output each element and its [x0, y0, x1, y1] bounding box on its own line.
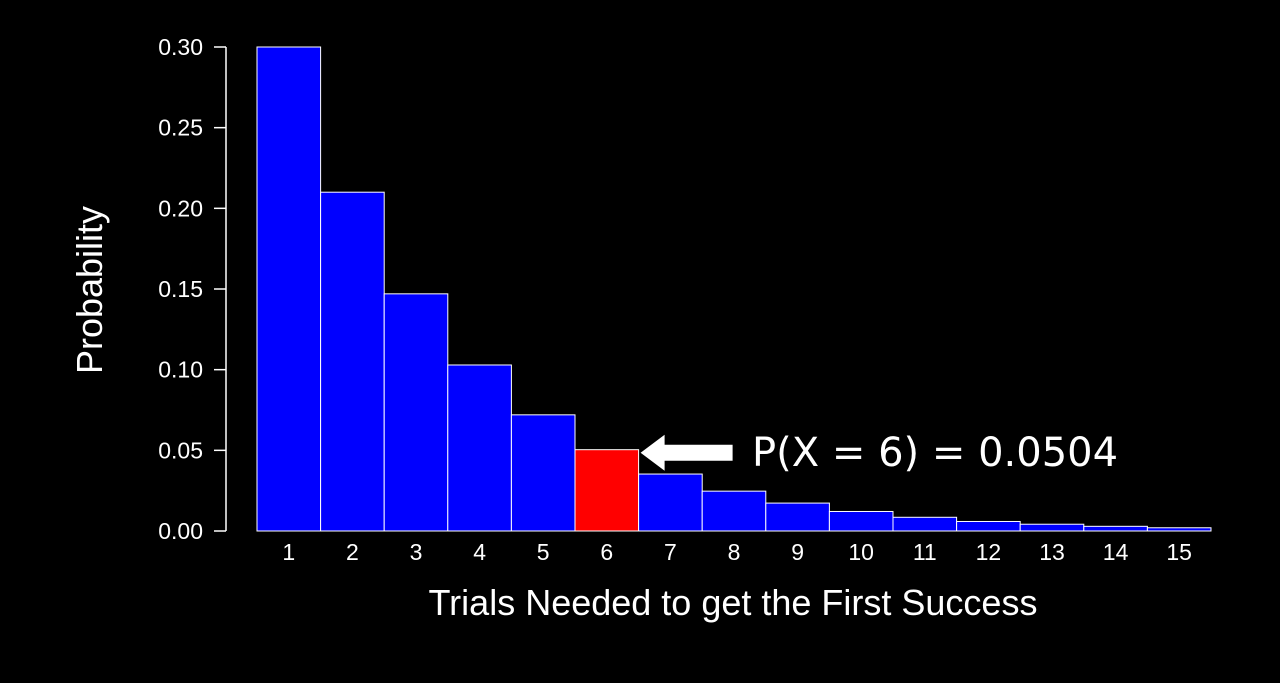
- bar: [320, 191, 385, 532]
- y-tick-label: 0.25: [158, 115, 203, 141]
- x-tick-label: 15: [1166, 539, 1192, 565]
- x-tick-label: 4: [473, 539, 486, 565]
- y-axis-title: Probability: [69, 206, 110, 374]
- bar: [765, 502, 830, 532]
- bar: [701, 490, 767, 532]
- y-axis: 0.00 0.05 0.10 0.15 0.20 0.25 0.30: [158, 34, 227, 544]
- x-tick-label: 12: [976, 539, 1002, 565]
- bar: [383, 293, 449, 532]
- y-tick-label: 0.10: [158, 357, 203, 383]
- x-tick-label: 2: [346, 539, 359, 565]
- x-tick-label: 3: [410, 539, 423, 565]
- y-tick-label: 0.15: [158, 276, 203, 302]
- x-tick-label: 11: [913, 539, 937, 565]
- bar-highlighted: [574, 449, 640, 532]
- bar: [447, 364, 512, 532]
- annotation-label: P(X = 6) = 0.0504: [752, 430, 1118, 476]
- bar: [256, 46, 322, 532]
- x-tick-label: 10: [848, 539, 874, 565]
- y-tick-label: 0.20: [158, 195, 203, 221]
- left-arrow-icon: [640, 434, 733, 471]
- bar: [892, 516, 958, 532]
- x-tick-label: 5: [537, 539, 550, 565]
- y-tick-label: 0.00: [158, 518, 203, 544]
- x-tick-label: 13: [1039, 539, 1065, 565]
- x-tick-label: 7: [664, 539, 677, 565]
- bar: [1146, 527, 1212, 532]
- bars: [256, 46, 1212, 532]
- x-tick-label: 8: [728, 539, 741, 565]
- y-tick-label: 0.30: [158, 34, 203, 60]
- x-tick-label: 6: [600, 539, 613, 565]
- x-tick-label: 9: [791, 539, 804, 565]
- x-tick-label: 1: [282, 539, 295, 565]
- x-axis-ticks: 1 2 3 4 5 6 7 8 9 10 11 12 13 14 15: [282, 539, 1192, 565]
- bar: [638, 473, 703, 532]
- bar: [828, 510, 894, 532]
- x-axis-title: Trials Needed to get the First Success: [429, 582, 1038, 623]
- y-tick-label: 0.05: [158, 437, 203, 463]
- bar: [956, 520, 1021, 532]
- annotation: P(X = 6) = 0.0504: [640, 430, 1118, 476]
- x-tick-label: 14: [1103, 539, 1129, 565]
- bar: [1019, 523, 1085, 532]
- bar: [510, 414, 576, 532]
- bar: [1083, 525, 1148, 532]
